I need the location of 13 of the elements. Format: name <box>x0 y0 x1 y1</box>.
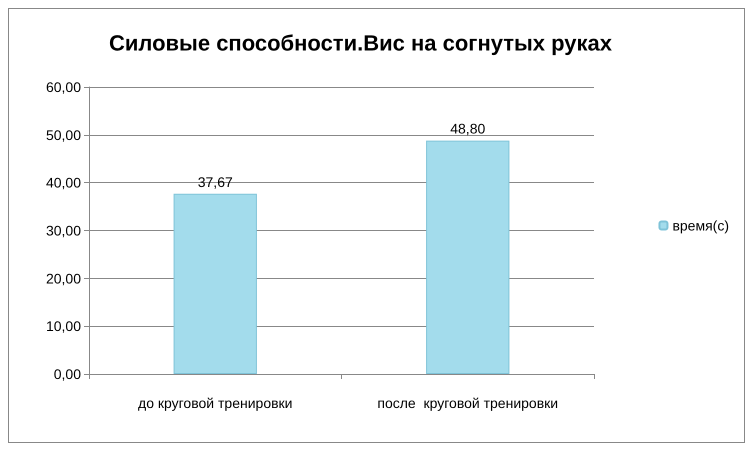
y-tick-label: 20,00 <box>46 270 82 286</box>
legend-label: время(с) <box>672 218 730 234</box>
y-tick-label: 40,00 <box>46 174 82 191</box>
x-tick-label: до круговой тренировки <box>138 395 292 411</box>
y-tick-label: 30,00 <box>46 222 82 238</box>
data-label: 37,67 <box>198 174 233 190</box>
y-tick-label: 0,00 <box>54 366 82 382</box>
x-tick-label: после круговой тренировки <box>377 395 558 411</box>
y-tick-label: 50,00 <box>46 126 82 143</box>
y-tick-label: 60,00 <box>46 79 82 95</box>
y-tick-label: 10,00 <box>46 318 82 334</box>
chart-title: Силовые способности.Вис на согнутых руках <box>109 30 613 56</box>
data-label: 48,80 <box>450 120 486 137</box>
